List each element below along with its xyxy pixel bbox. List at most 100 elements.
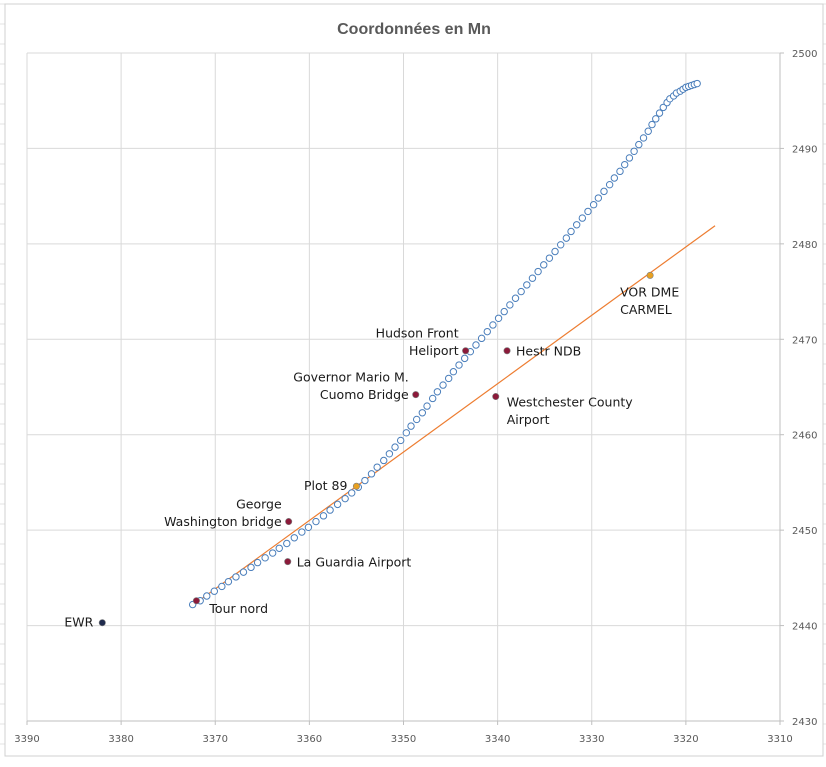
track-point bbox=[210, 587, 219, 595]
x-tick-label: 3330 bbox=[579, 734, 604, 745]
track-point bbox=[630, 147, 638, 155]
track-point bbox=[483, 327, 491, 336]
track-point bbox=[268, 549, 277, 557]
track-point bbox=[348, 489, 356, 497]
track-point bbox=[449, 368, 458, 376]
track-point bbox=[402, 429, 411, 437]
x-tick-label: 3360 bbox=[297, 734, 322, 745]
landmark-label-line: Westchester County bbox=[507, 395, 634, 410]
landmark-label-line: CARMEL bbox=[620, 302, 672, 317]
track-point bbox=[418, 409, 427, 417]
x-tick-label: 3390 bbox=[14, 734, 39, 745]
track-point bbox=[326, 506, 334, 514]
label-layer: EWR Tour nord La Guardia Airport George Wash… bbox=[64, 284, 679, 629]
track-point bbox=[572, 221, 581, 229]
track-point bbox=[648, 120, 656, 129]
track-point bbox=[528, 274, 537, 282]
track-point bbox=[578, 214, 587, 222]
track-point bbox=[319, 512, 328, 520]
track-point bbox=[584, 207, 592, 216]
track-point bbox=[494, 314, 503, 322]
track-point bbox=[616, 167, 624, 176]
y-tick-label: 2460 bbox=[792, 431, 817, 442]
landmark-label-line: VOR DME bbox=[620, 284, 679, 299]
track-point bbox=[333, 500, 342, 509]
landmark-point bbox=[192, 597, 200, 605]
landmark-label: La Guardia Airport bbox=[297, 555, 412, 570]
track-point bbox=[312, 517, 320, 526]
track-point bbox=[517, 287, 525, 296]
landmark-label-line: La Guardia Airport bbox=[297, 555, 412, 570]
track-point bbox=[562, 234, 571, 242]
track-point bbox=[298, 528, 306, 536]
landmark-label-line: Washington bridge bbox=[164, 514, 282, 529]
landmark-label-line: Heliport bbox=[409, 343, 459, 358]
trend-line bbox=[193, 225, 716, 606]
landmark-label-line: Hudson Front bbox=[376, 326, 459, 341]
y-tick-label: 2490 bbox=[792, 144, 817, 155]
track-point bbox=[659, 103, 667, 112]
track-point bbox=[203, 592, 211, 600]
landmark-point bbox=[646, 271, 654, 279]
track-point bbox=[341, 494, 349, 503]
landmark-layer bbox=[98, 271, 654, 627]
track-point bbox=[218, 582, 226, 591]
y-tick-label: 2500 bbox=[792, 49, 817, 60]
track-point bbox=[239, 568, 248, 576]
y-tick-label: 2440 bbox=[792, 622, 817, 633]
track-point bbox=[625, 154, 634, 162]
track-point bbox=[500, 307, 508, 316]
x-tick-label: 3380 bbox=[108, 734, 133, 745]
landmark-point bbox=[503, 347, 511, 355]
track-point bbox=[489, 321, 497, 329]
landmark-point bbox=[352, 482, 360, 490]
track-point bbox=[652, 115, 660, 123]
track-point bbox=[460, 354, 469, 363]
track-point bbox=[439, 381, 447, 389]
landmark-label-line: EWR bbox=[64, 615, 93, 630]
track-point bbox=[477, 334, 486, 343]
track-point bbox=[290, 534, 299, 542]
track-point bbox=[283, 539, 291, 548]
track-point bbox=[605, 180, 614, 189]
landmark-point bbox=[98, 619, 106, 627]
landmark-label: VOR DME CARMEL bbox=[620, 284, 679, 317]
track-point bbox=[385, 450, 394, 458]
track-point bbox=[600, 187, 608, 196]
trend-layer bbox=[193, 225, 716, 606]
track-point bbox=[373, 463, 381, 471]
track-point bbox=[635, 140, 643, 149]
landmark-point bbox=[462, 347, 470, 355]
track-point bbox=[361, 476, 369, 485]
track-point bbox=[407, 422, 415, 430]
landmark-label: Hudson Front Heliport bbox=[376, 326, 459, 359]
track-point bbox=[433, 388, 442, 396]
x-tick-label: 3350 bbox=[391, 734, 416, 745]
track-point bbox=[253, 558, 262, 567]
track-point bbox=[444, 374, 453, 383]
track-point bbox=[367, 470, 376, 478]
landmark-label-line: Hestr NDB bbox=[516, 344, 581, 359]
landmark-point bbox=[492, 393, 500, 401]
track-point bbox=[380, 456, 388, 465]
track-point bbox=[644, 127, 652, 135]
chart-title: Coordonnées en Mn bbox=[337, 21, 491, 38]
track-point bbox=[589, 201, 598, 209]
track-point bbox=[247, 563, 255, 572]
track-point bbox=[261, 554, 269, 562]
landmark-label-line: Plot 89 bbox=[304, 478, 347, 493]
y-tick-label: 2480 bbox=[792, 240, 817, 251]
x-tick-label: 3320 bbox=[673, 734, 698, 745]
track-point bbox=[556, 241, 565, 249]
track-point bbox=[594, 194, 603, 202]
chart-frame bbox=[4, 3, 824, 757]
landmark-label: George Washington bridge bbox=[164, 497, 282, 530]
track-point bbox=[523, 281, 531, 289]
track-point bbox=[540, 261, 548, 269]
track-point bbox=[423, 402, 431, 410]
y-tick-label: 2470 bbox=[792, 335, 817, 346]
x-tick-label: 3370 bbox=[203, 734, 228, 745]
track-point bbox=[511, 294, 520, 302]
x-tick-label: 3310 bbox=[767, 734, 792, 745]
